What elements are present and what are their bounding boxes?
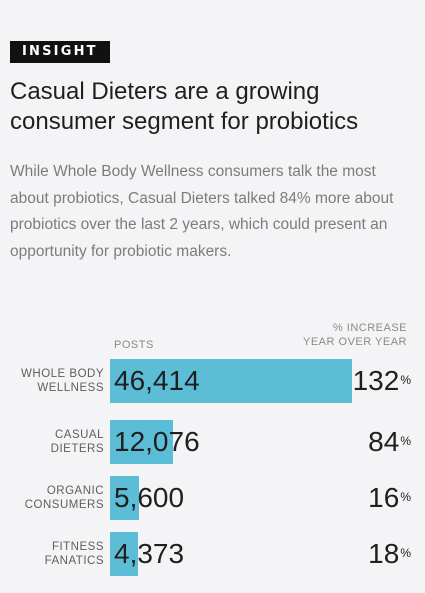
posts-bar [110, 476, 140, 520]
body-text: While Whole Body Wellness consumers talk… [10, 163, 394, 260]
insight-tag: INSIGHT [10, 41, 110, 63]
posts-bar [110, 532, 138, 576]
posts-column-header: POSTS [114, 339, 154, 351]
posts-bar [110, 359, 352, 403]
increase-value-label: 132% [352, 365, 411, 396]
chart-row: FITNESS FANATICS 4,373 18% [0, 532, 425, 576]
posts-value-label: 12,076 [114, 426, 200, 457]
category-label: FITNESS FANATICS [44, 541, 104, 567]
increase-column-header: % INCREASE YEAR OVER YEAR [303, 321, 407, 349]
posts-value-label: 5,600 [114, 482, 185, 513]
category-label: CASUAL DIETERS [50, 429, 104, 455]
increase-value-label: 18% [368, 538, 411, 569]
increase-header-line2: YEAR OVER YEAR [303, 336, 407, 348]
headline: Casual Dieters are a growing consumer se… [10, 78, 359, 135]
chart-row: WHOLE BODY WELLNESS 46,414 132% [0, 359, 425, 403]
chart-row: ORGANIC CONSUMERS 5,600 16% [0, 476, 425, 520]
posts-bar [110, 420, 173, 464]
chart-row: CASUAL DIETERS 12,076 84% [0, 420, 425, 464]
increase-value-label: 84% [368, 426, 411, 457]
category-label: WHOLE BODY WELLNESS [21, 368, 104, 394]
posts-value-label: 46,414 [114, 365, 200, 396]
category-label: ORGANIC CONSUMERS [24, 485, 104, 511]
posts-value-label: 4,373 [114, 538, 185, 569]
increase-value-label: 16% [368, 482, 411, 513]
increase-header-line1: % INCREASE [332, 322, 407, 334]
